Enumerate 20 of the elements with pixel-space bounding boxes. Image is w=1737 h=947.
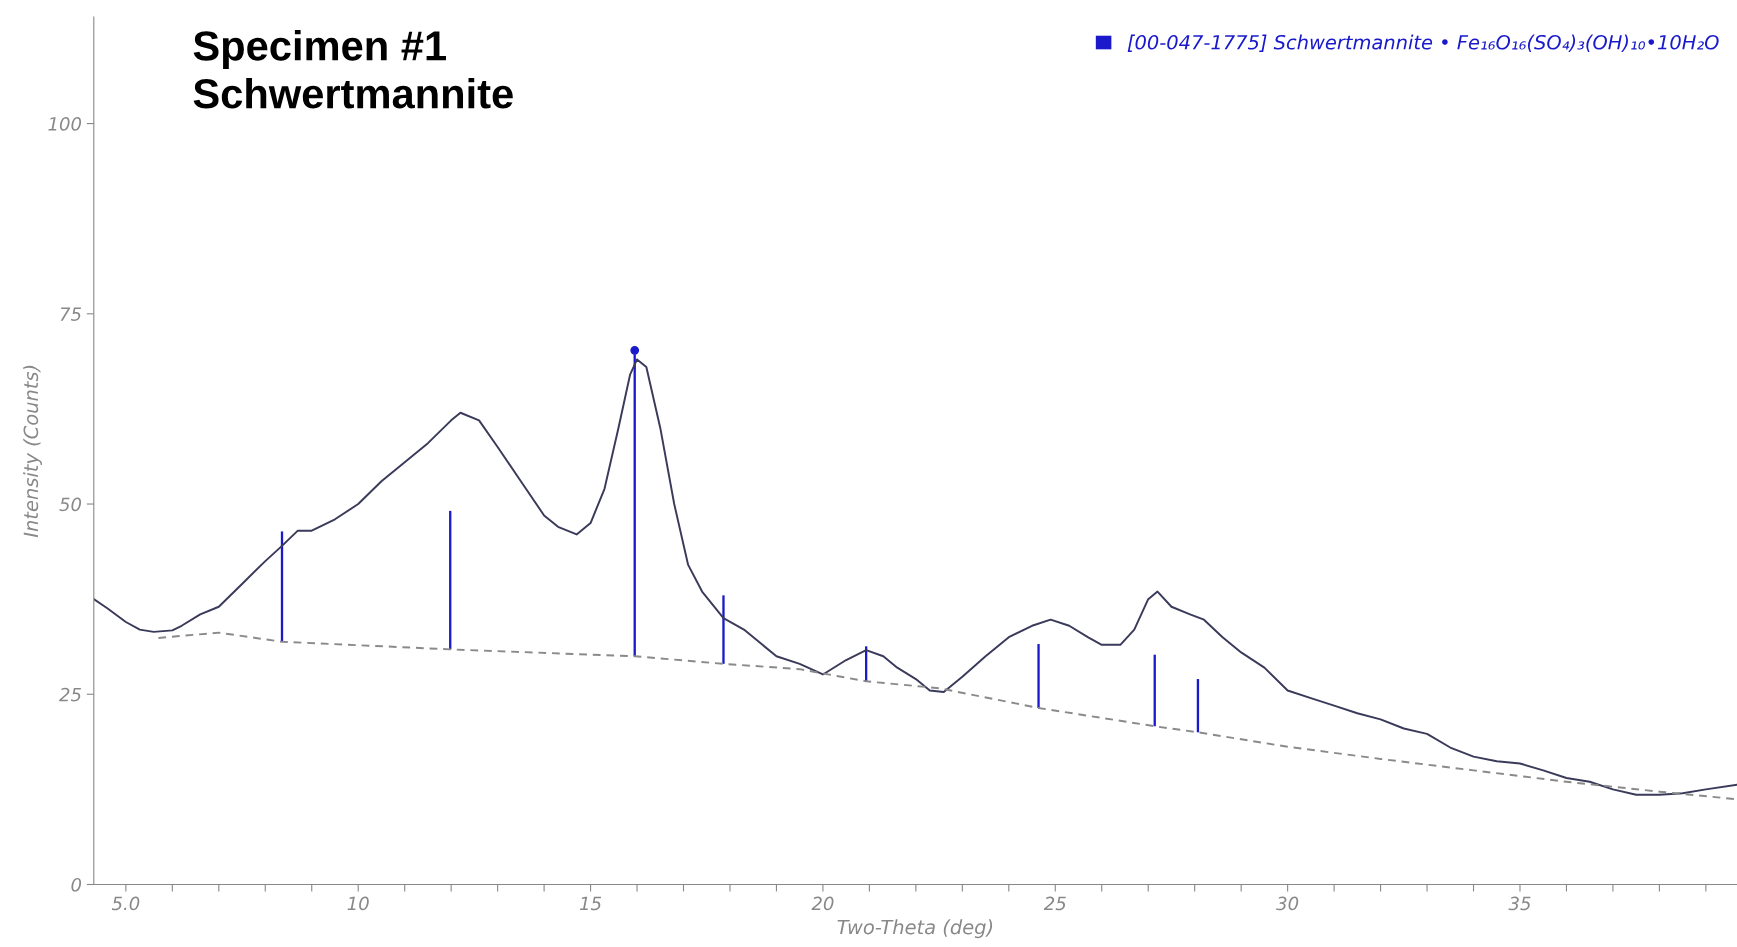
x-tick-label: 35: [1508, 896, 1531, 911]
bar: [722, 595, 725, 664]
legend-label: [00-047-1775] Schwertmannite • Fe₁₆O₁₆(SO₄)₃(OH)₁₀•10H₂O: [1127, 34, 1719, 52]
y-tick-label: 0: [71, 877, 82, 892]
x-tick-label: 25: [1043, 896, 1066, 911]
line-series: [93, 358, 1737, 796]
x-tick-label: 5.0: [111, 896, 140, 911]
line-series: [157, 631, 1737, 801]
y-axis-title: Intensity (Counts): [23, 365, 42, 538]
y-tick-label: 75: [60, 307, 81, 321]
y-tick-label: 25: [59, 687, 81, 702]
x-tick-label: 30: [1276, 896, 1299, 911]
x-tick-label: 10: [347, 896, 369, 911]
x-axis-title: Two-Theta (deg): [837, 919, 993, 939]
y-tick-label: 50: [59, 497, 82, 512]
bar: [1037, 644, 1040, 708]
x-tick-label: 20: [811, 896, 834, 911]
y-tick-label: 100: [48, 117, 82, 131]
text: Specimen #1 Schwertmannite: [193, 30, 513, 109]
x-tick-label: 15: [579, 896, 602, 911]
